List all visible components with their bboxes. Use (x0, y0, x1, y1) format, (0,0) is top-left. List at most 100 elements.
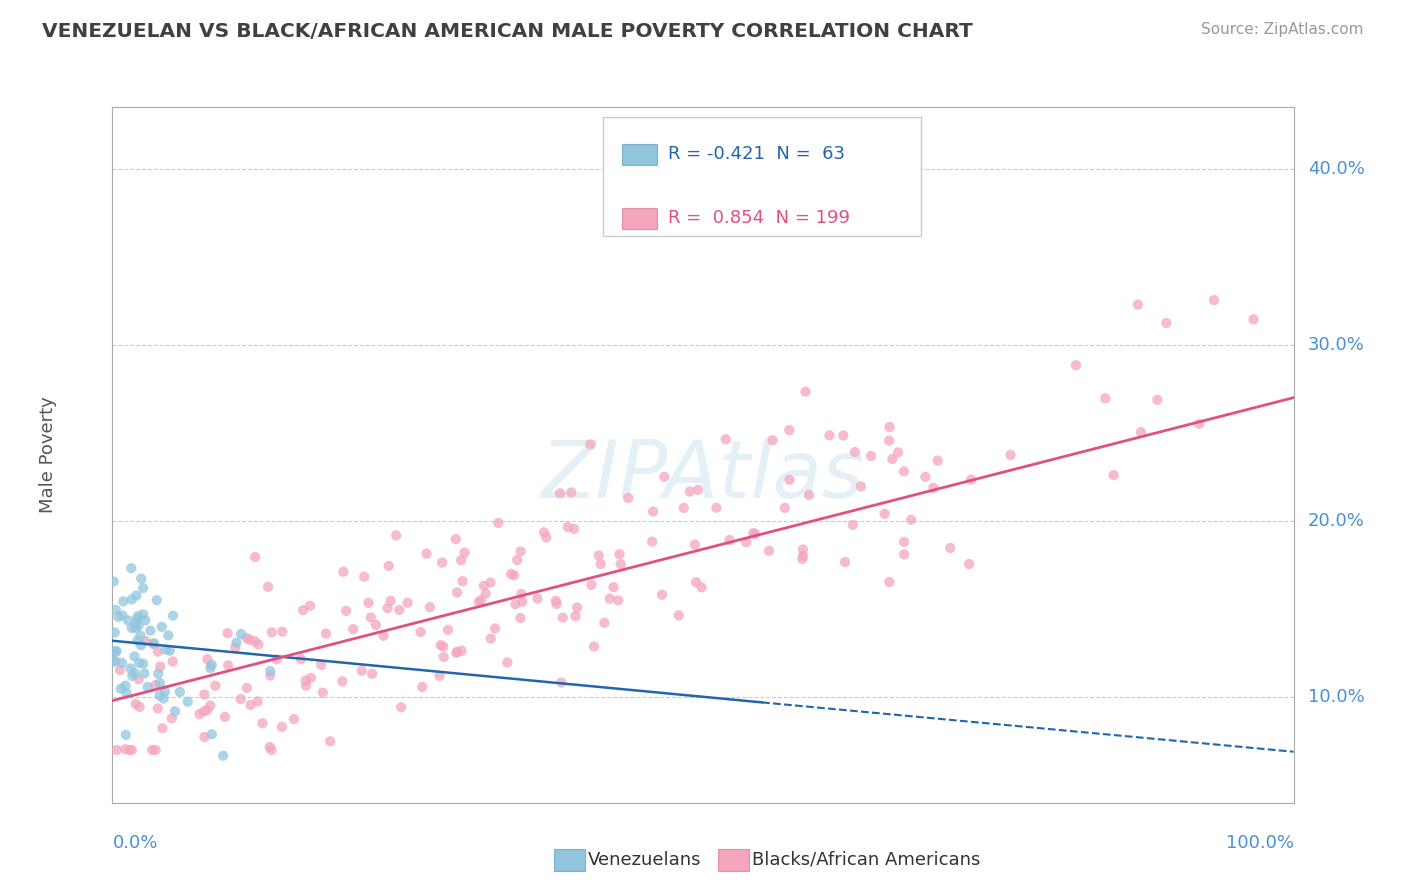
Point (136, 680, 159, 694)
Point (1243, 312, 1265, 326)
Point (212, 748, 235, 763)
Point (247, 638, 270, 652)
Point (134, 613, 156, 627)
Point (607, 593, 630, 607)
Text: VENEZUELAN VS BLACK/AFRICAN AMERICAN MALE POVERTY CORRELATION CHART: VENEZUELAN VS BLACK/AFRICAN AMERICAN MAL… (42, 22, 973, 41)
Point (1156, 316, 1178, 330)
Point (266, 652, 288, 666)
Point (599, 591, 621, 606)
Point (150, 620, 173, 634)
Text: Source: ZipAtlas.com: Source: ZipAtlas.com (1201, 22, 1364, 37)
Point (128, 672, 150, 686)
Point (195, 652, 218, 666)
Point (152, 721, 174, 735)
Point (200, 698, 222, 713)
Point (111, 656, 134, 670)
Point (290, 652, 312, 666)
Text: 40.0%: 40.0% (1308, 160, 1365, 178)
Point (510, 587, 533, 601)
Point (162, 608, 184, 623)
Point (797, 488, 820, 502)
Point (312, 685, 335, 699)
Point (579, 437, 602, 451)
Point (332, 674, 354, 689)
Point (217, 626, 239, 640)
Point (758, 543, 780, 558)
Point (152, 691, 174, 706)
Point (685, 575, 707, 590)
Point (565, 600, 588, 615)
Point (114, 742, 136, 756)
Point (104, 644, 127, 658)
Point (792, 542, 814, 557)
Point (271, 624, 294, 639)
Text: 100.0%: 100.0% (1226, 834, 1294, 852)
Point (224, 640, 246, 655)
Point (509, 611, 531, 625)
Point (105, 743, 128, 757)
Point (149, 676, 172, 690)
Point (444, 532, 467, 546)
Point (121, 743, 143, 757)
Point (271, 720, 294, 734)
Point (112, 594, 135, 608)
Point (718, 533, 741, 547)
Point (1188, 417, 1211, 431)
Point (686, 483, 709, 497)
Point (260, 743, 283, 757)
Point (135, 634, 157, 648)
Point (617, 491, 640, 505)
Point (259, 664, 281, 678)
Point (510, 594, 533, 608)
Point (157, 628, 180, 642)
Point (474, 586, 496, 600)
Point (148, 689, 170, 703)
Point (893, 548, 915, 562)
Point (204, 679, 226, 693)
Point (107, 610, 129, 624)
Point (467, 595, 489, 609)
Point (124, 621, 146, 635)
Point (153, 684, 176, 698)
Point (236, 681, 259, 695)
Point (108, 663, 131, 677)
Point (609, 547, 631, 561)
Point (114, 679, 136, 693)
Point (882, 452, 904, 467)
Point (792, 552, 814, 566)
Point (146, 644, 169, 658)
Point (652, 470, 675, 484)
Point (149, 659, 172, 673)
Point (332, 565, 354, 579)
Point (319, 734, 342, 748)
Point (1064, 358, 1087, 372)
Point (415, 547, 437, 561)
Point (887, 445, 910, 459)
Point (409, 625, 432, 640)
Text: ZIPAtlas: ZIPAtlas (541, 437, 865, 515)
Point (564, 609, 586, 624)
Point (373, 629, 395, 643)
Point (128, 656, 150, 670)
Point (257, 580, 280, 594)
Point (129, 572, 152, 586)
Point (120, 561, 142, 575)
Point (132, 657, 155, 671)
Point (193, 730, 215, 744)
Point (141, 743, 163, 757)
Point (243, 550, 266, 565)
Point (479, 575, 502, 590)
Point (762, 434, 785, 448)
Point (842, 517, 865, 532)
Point (121, 592, 143, 607)
Point (735, 535, 758, 549)
Point (551, 610, 574, 624)
Point (128, 618, 150, 632)
Point (957, 557, 980, 571)
Point (143, 678, 166, 692)
Point (239, 632, 262, 647)
Point (1202, 293, 1225, 307)
Point (252, 716, 274, 731)
Point (668, 608, 690, 623)
Point (169, 685, 191, 699)
